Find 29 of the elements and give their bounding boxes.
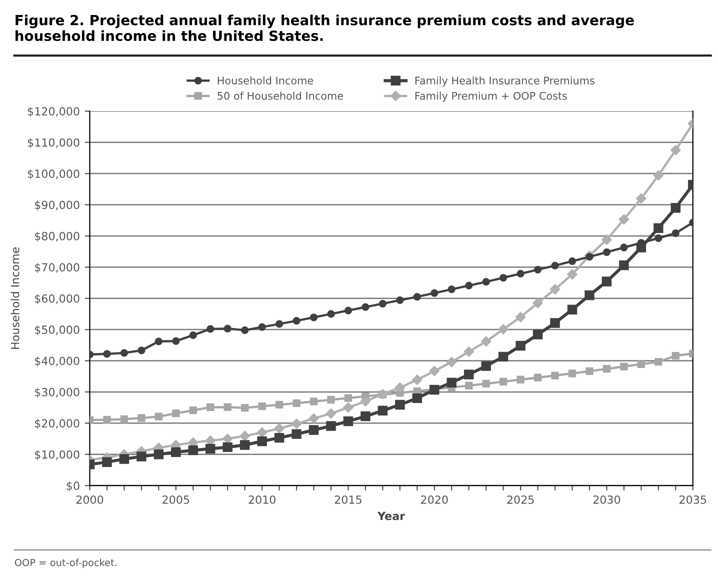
y-tick-label: $70,000 [35, 262, 80, 274]
x-tick-label: 2000 [76, 495, 104, 504]
x-tick-label: 2030 [593, 495, 620, 504]
legend-label: Family Premium + OOP Costs [415, 92, 567, 102]
y-tick-label: $80,000 [35, 232, 80, 242]
x-tick-label: 2020 [421, 495, 448, 504]
x-tick-label: 2015 [334, 495, 362, 504]
y-tick-label: $110,000 [28, 138, 80, 148]
legend-label: Household Income [218, 76, 314, 84]
y-tick-label: $30,000 [35, 388, 80, 398]
y-tick-label: $60,000 [35, 294, 80, 304]
x-tick-label: 2035 [680, 495, 706, 504]
y-tick-label: $120,000 [28, 106, 80, 118]
legend-label: Family Health Insurance Premiums [415, 76, 594, 86]
y-axis-title: Household Income [10, 247, 20, 349]
chart-title: Figure 2. Projected annual family health insurance premium costs and average household income in the United States. [16, 14, 634, 42]
y-tick-label: $40,000 [35, 356, 80, 367]
y-tick-label: $0 [66, 481, 80, 492]
y-tick-label: $20,000 [35, 418, 80, 430]
x-tick-label: 2010 [248, 495, 276, 504]
y-tick-label: $10,000 [35, 450, 80, 460]
text: OOP = out-of-pocket. [14, 558, 116, 568]
legend-label: 50 of Household Income [218, 92, 343, 100]
y-tick-label: $50,000 [35, 325, 80, 336]
x-axis-title: Year [377, 512, 406, 520]
y-tick-label: $100,000 [28, 169, 80, 180]
x-tick-label: 2005 [162, 495, 190, 504]
y-tick-label: $90,000 [35, 200, 80, 211]
x-tick-label: 2025 [507, 495, 534, 504]
